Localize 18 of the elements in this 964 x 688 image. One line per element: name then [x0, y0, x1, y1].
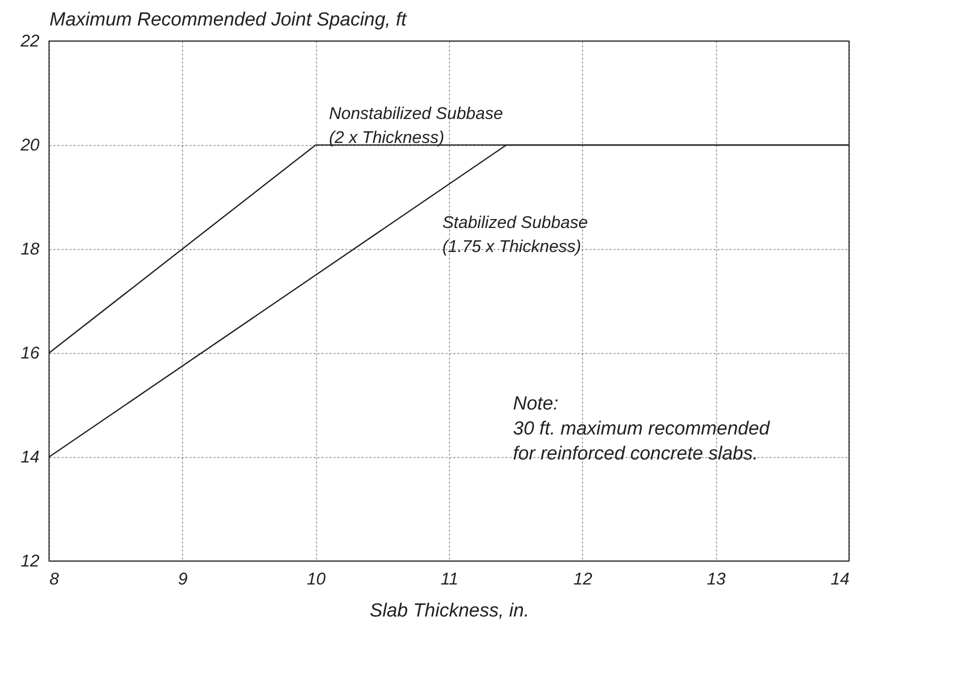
y-axis-title: Maximum Recommended Joint Spacing, ft — [50, 10, 408, 30]
annotation: Note: 30 ft. maximum recommended for reinforced concrete slabs. — [513, 394, 772, 465]
x-axis-title: Slab Thickness, in. — [370, 600, 530, 622]
y-tick-label: 12 — [20, 552, 40, 570]
x-tick-label: 8 — [50, 570, 60, 588]
x-tick-label: 12 — [573, 570, 593, 588]
y-tick-label: 14 — [20, 448, 40, 466]
x-tick-label: 13 — [706, 570, 726, 588]
series-label: Stabilized Subbase (1.75 x Thickness) — [442, 213, 588, 256]
y-tick-label: 22 — [20, 32, 40, 50]
y-tick-label: 20 — [20, 136, 40, 154]
x-tick-label: 14 — [830, 570, 850, 588]
x-tick-label: 9 — [178, 570, 188, 588]
series-label: Nonstabilized Subbase (2 x Thickness) — [329, 104, 503, 147]
x-tick-label: 11 — [440, 570, 458, 588]
y-tick-label: 18 — [20, 240, 40, 258]
y-tick-label: 16 — [20, 344, 40, 362]
x-tick-label: 10 — [306, 570, 326, 588]
